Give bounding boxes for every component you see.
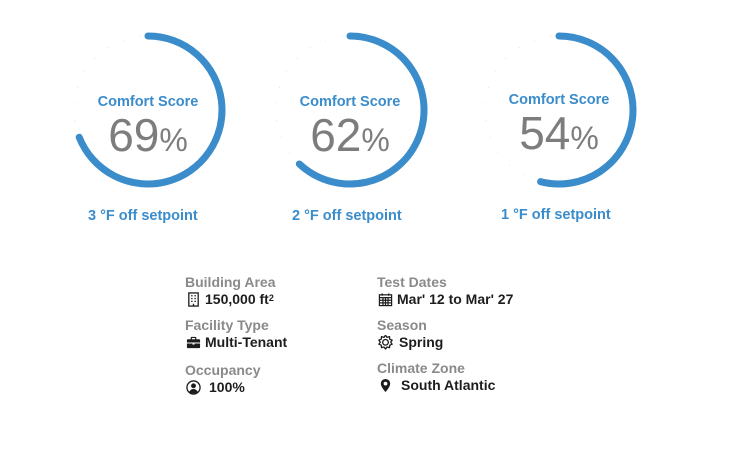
climate-zone-value-row: South Atlantic	[377, 376, 557, 394]
comfort-gauge-1: Comfort Score 69% 3 °F off setpoint	[68, 30, 258, 230]
gauge-offset-3: 1 °F off setpoint	[501, 207, 611, 223]
season-label: Season	[377, 317, 427, 333]
season-info: Season Spring	[377, 317, 557, 351]
map-pin-icon	[377, 377, 393, 393]
facility-type-value: Multi-Tenant	[205, 334, 288, 350]
sun-icon	[377, 334, 393, 350]
gauge-title-1: Comfort Score	[97, 94, 199, 110]
gauge-ring-1	[73, 32, 226, 188]
user-circle-icon	[185, 379, 201, 395]
test-dates-value-row: Mar' 12 to Mar' 27	[377, 290, 557, 308]
comfort-gauge-3: Comfort Score 54% 1 °F off setpoint	[479, 30, 669, 230]
climate-zone-info: Climate Zone South Atlantic	[377, 360, 557, 394]
gauge-score-1: 69%	[68, 108, 228, 162]
gauge-arc-1	[75, 32, 226, 188]
gauge-score-unit-1: %	[159, 122, 188, 158]
briefcase-icon	[185, 334, 201, 350]
calendar-icon	[377, 291, 393, 307]
gauge-score-number-2: 62	[310, 109, 362, 161]
facility-type-label: Facility Type	[185, 317, 269, 333]
gauge-score-unit-3: %	[570, 120, 599, 156]
building-icon	[185, 291, 201, 307]
gauge-score-number-3: 54	[519, 107, 571, 159]
gauge-ring-2	[275, 32, 428, 188]
gauge-offset-2: 2 °F off setpoint	[292, 208, 402, 224]
climate-zone-label: Climate Zone	[377, 360, 465, 376]
comfort-gauge-2: Comfort Score 62% 2 °F off setpoint	[270, 30, 460, 230]
building-area-label: Building Area	[185, 274, 276, 290]
test-dates-info: Test Dates Mar' 12 to Mar' 27	[377, 274, 557, 308]
test-dates-value: Mar' 12 to Mar' 27	[397, 291, 514, 307]
building-area-info: Building Area 150,000 ft 2	[185, 274, 365, 308]
test-dates-label: Test Dates	[377, 274, 447, 290]
occupancy-label: Occupancy	[185, 362, 261, 378]
gauge-score-unit-2: %	[361, 122, 390, 158]
gauge-score-3: 54%	[479, 106, 639, 160]
building-area-value: 150,000 ft	[205, 291, 269, 307]
gauge-score-2: 62%	[270, 108, 430, 162]
facility-type-value-row: Multi-Tenant	[185, 333, 365, 351]
climate-zone-value: South Atlantic	[401, 377, 496, 393]
occupancy-value: 100%	[209, 379, 245, 395]
gauge-title-3: Comfort Score	[508, 92, 610, 108]
gauge-arc-3	[537, 32, 637, 188]
occupancy-value-row: 100%	[185, 378, 365, 396]
gauge-offset-1: 3 °F off setpoint	[88, 208, 198, 224]
gauge-title-2: Comfort Score	[299, 94, 401, 110]
facility-type-info: Facility Type Multi-Tenant	[185, 317, 365, 351]
occupancy-info: Occupancy 100%	[185, 362, 365, 396]
gauge-score-number-1: 69	[108, 109, 160, 161]
gauge-arc-2	[295, 32, 428, 188]
season-value-row: Spring	[377, 333, 557, 351]
building-area-value-row: 150,000 ft 2	[185, 290, 365, 308]
season-value: Spring	[399, 334, 444, 350]
gauge-ring-3	[484, 32, 637, 188]
